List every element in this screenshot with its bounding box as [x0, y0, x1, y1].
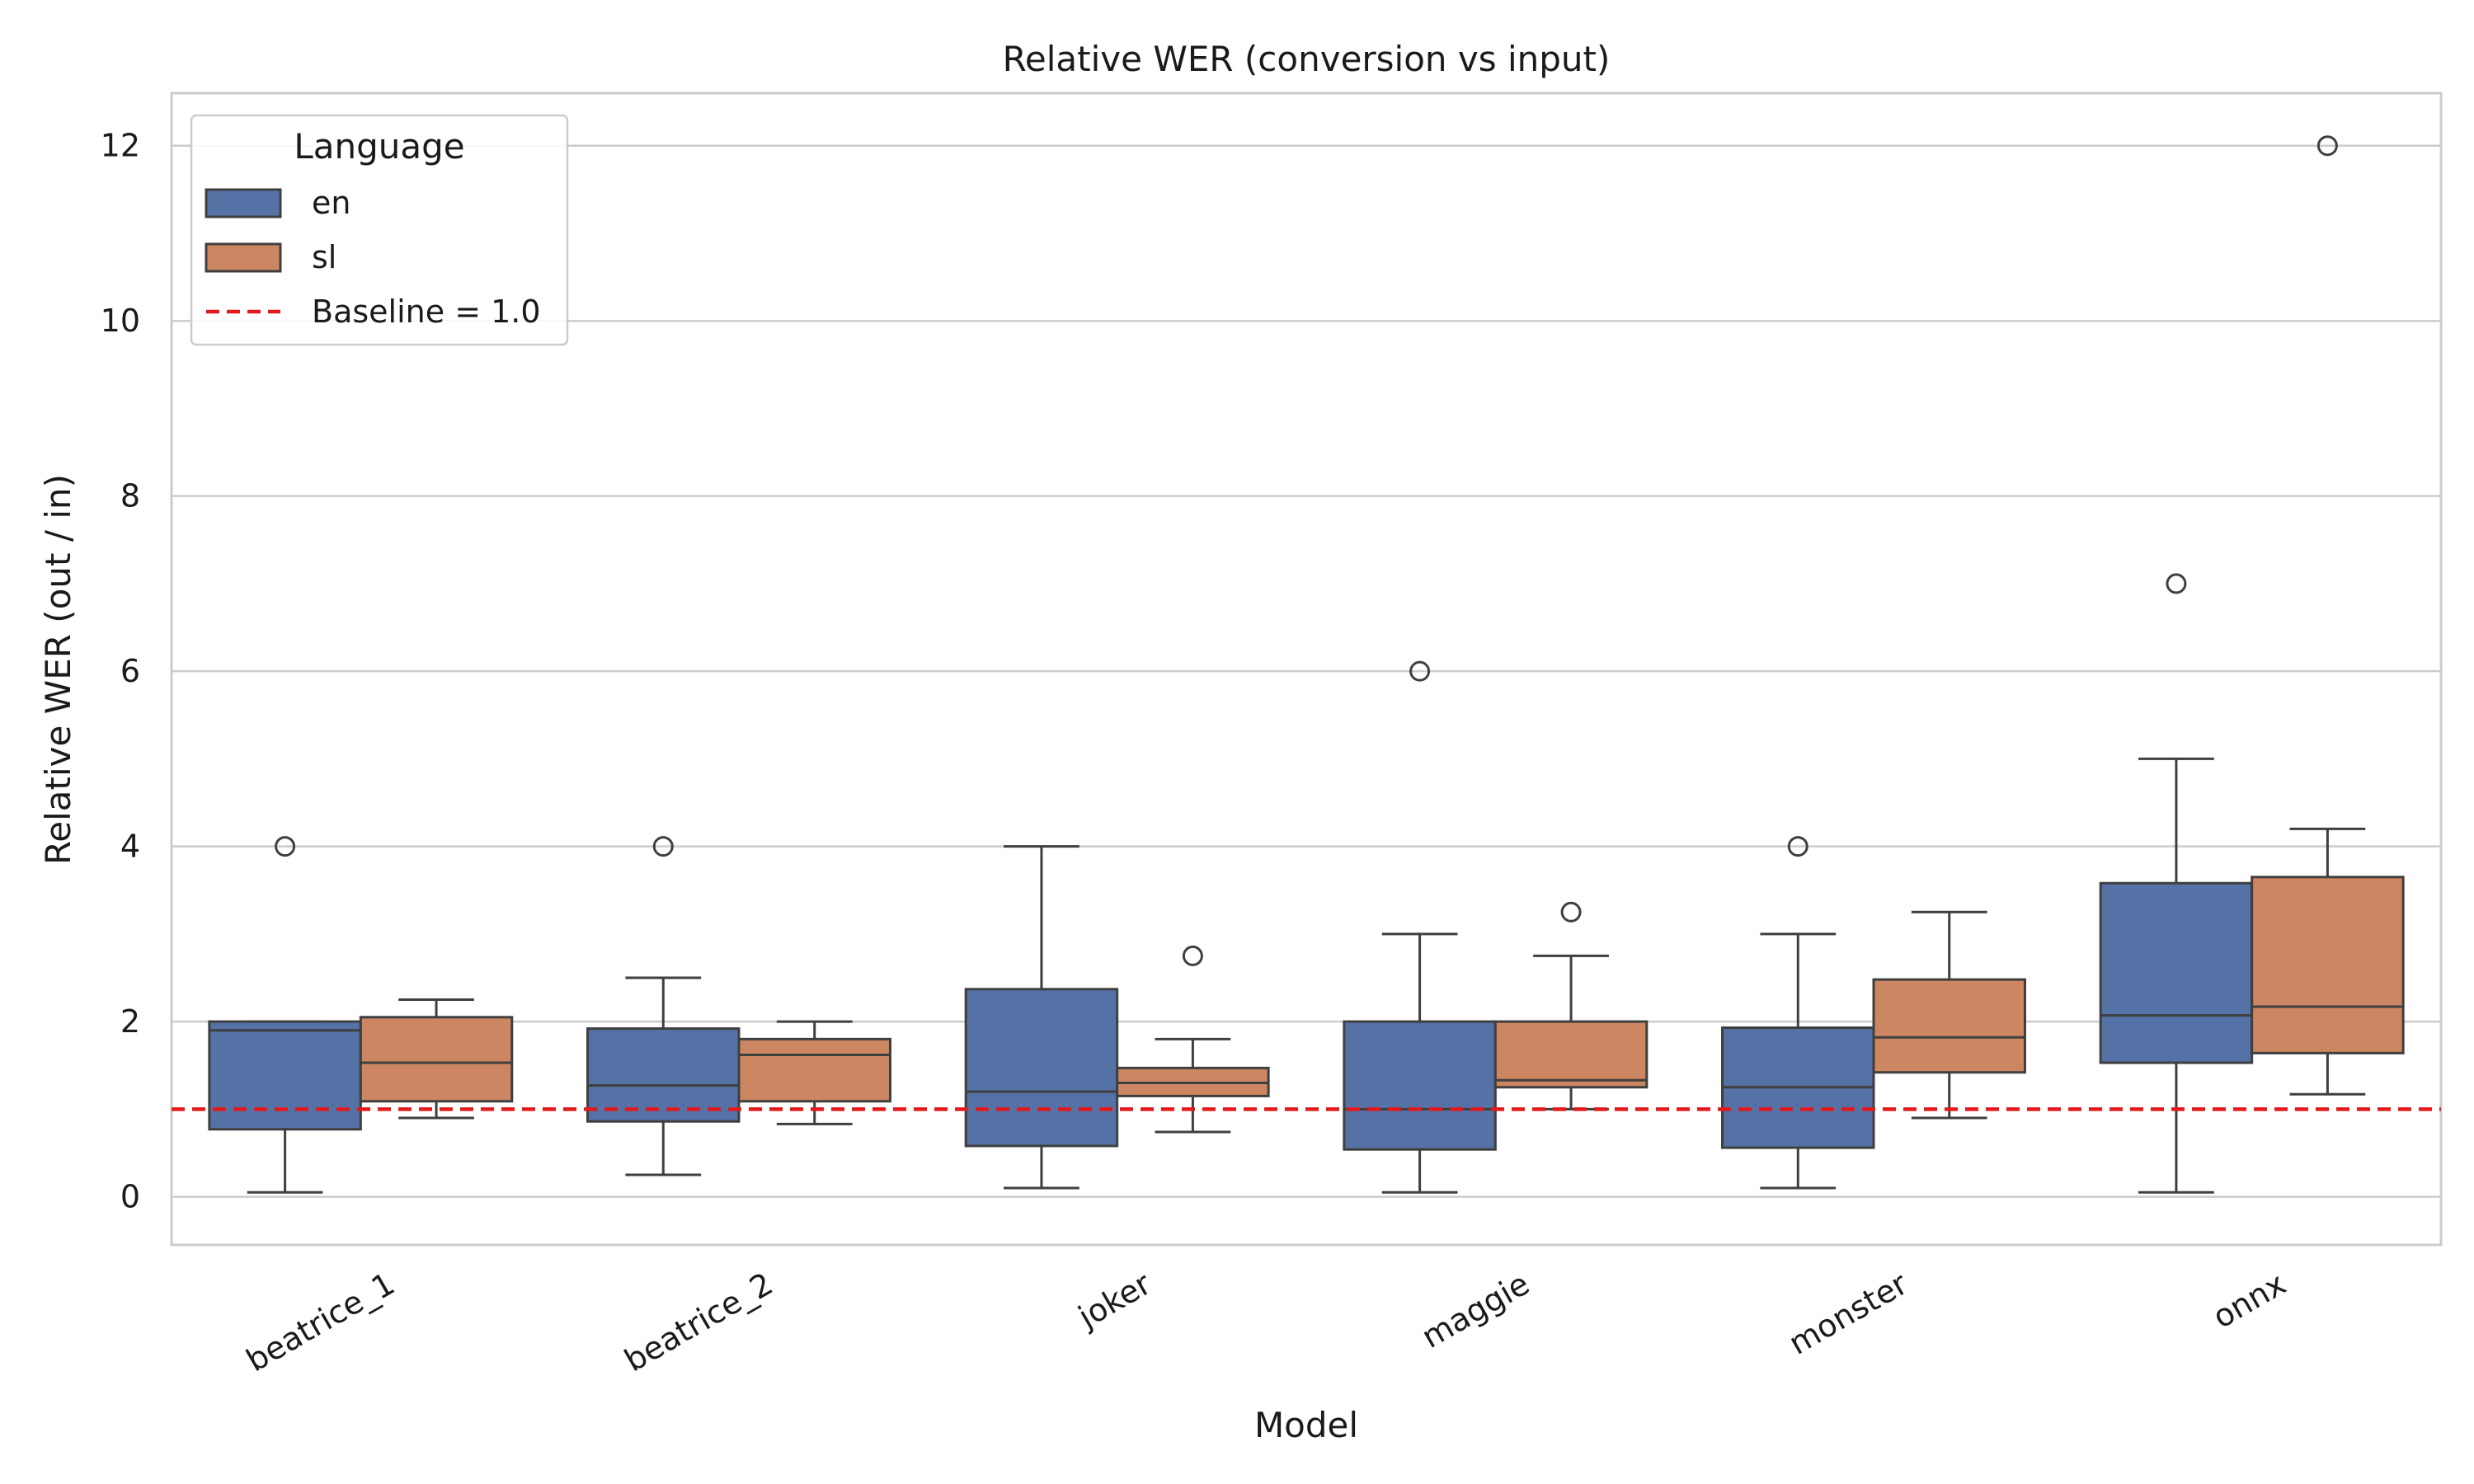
- y-tick-label: 0: [120, 1179, 140, 1215]
- box-body: [964, 988, 1119, 1148]
- legend-label-baseline: Baseline = 1.0: [312, 294, 541, 330]
- legend: Language en sl Baseline = 1.0: [190, 114, 569, 346]
- box-en-onnx: [2099, 573, 2254, 1194]
- legend-label-en: en: [312, 185, 350, 221]
- outlier-point: [1787, 836, 1808, 857]
- chart-title: Relative WER (conversion vs input): [1003, 39, 1611, 79]
- box-body: [1872, 978, 2026, 1074]
- box-en-beatrice_1: [208, 836, 362, 1194]
- y-tick-labels: 0 2 4 6 8 10 12: [101, 128, 140, 1215]
- y-tick-label: 2: [120, 1003, 140, 1040]
- outlier-point: [2166, 573, 2187, 594]
- x-axis-label: Model: [1254, 1405, 1358, 1445]
- y-tick-label: 4: [120, 829, 140, 865]
- legend-swatch-sl: [205, 242, 282, 273]
- box-body: [586, 1027, 741, 1123]
- outlier-point: [1182, 945, 1203, 966]
- box-en-maggie: [1343, 660, 1497, 1194]
- box-body: [359, 1016, 514, 1103]
- box-body: [737, 1037, 891, 1103]
- box-sl-monster: [1872, 910, 2026, 1120]
- legend-title: Language: [294, 126, 464, 167]
- box-sl-beatrice_1: [359, 998, 514, 1120]
- box-body: [2251, 876, 2405, 1054]
- box-sl-joker: [1116, 945, 1270, 1134]
- outlier-point: [1560, 901, 1582, 923]
- box-body: [1343, 1020, 1497, 1151]
- y-tick-label: 12: [101, 128, 140, 164]
- y-tick-label: 8: [120, 478, 140, 514]
- boxes: [208, 135, 2405, 1194]
- outlier-point: [275, 836, 296, 857]
- plot-frame: [170, 92, 2443, 1247]
- outlier-point: [2316, 135, 2338, 157]
- box-body: [2099, 881, 2254, 1064]
- legend-swatch-en: [205, 188, 282, 218]
- outlier-point: [1409, 660, 1431, 682]
- legend-frame: [190, 114, 569, 346]
- y-tick-label: 6: [120, 653, 140, 689]
- box-sl-onnx: [2251, 135, 2405, 1096]
- y-axis-label: Relative WER (out / in): [38, 474, 78, 865]
- box-body: [208, 1020, 362, 1131]
- outlier-point: [652, 836, 674, 857]
- box-sl-beatrice_2: [737, 1020, 891, 1125]
- box-sl-maggie: [1493, 901, 1649, 1111]
- gridlines: [172, 144, 2441, 1198]
- y-tick-label: 10: [101, 303, 140, 339]
- box-body: [1493, 1020, 1649, 1089]
- legend-label-sl: sl: [312, 239, 336, 275]
- box-en-beatrice_2: [586, 836, 741, 1176]
- box-en-monster: [1721, 836, 1875, 1190]
